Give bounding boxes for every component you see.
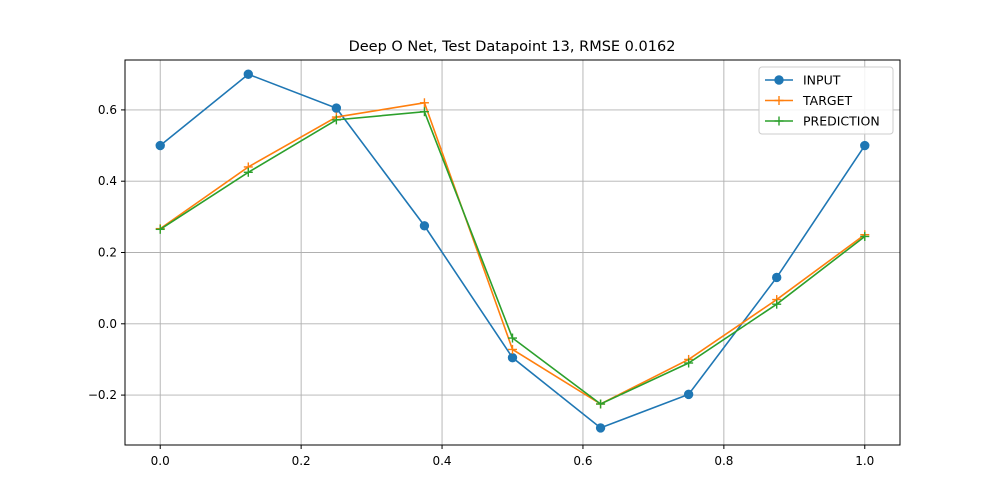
legend-item-input: INPUT	[765, 73, 841, 88]
x-tick-label: 0.4	[432, 454, 451, 468]
data-point-prediction	[419, 107, 429, 117]
data-point-input	[595, 423, 606, 433]
legend-label-prediction: PREDICTION	[803, 114, 880, 129]
data-point-input	[507, 352, 518, 363]
data-point-input	[243, 69, 253, 79]
data-point-prediction	[860, 231, 870, 241]
series-prediction	[155, 107, 870, 409]
y-tick-label: 0.0	[98, 317, 117, 331]
legend-marker-target	[774, 96, 784, 105]
x-tick-label: 0.8	[714, 454, 733, 468]
legend-marker-input	[774, 75, 784, 85]
data-point-target	[508, 344, 517, 354]
data-point-prediction	[772, 299, 782, 309]
legend-marker-prediction	[774, 116, 784, 126]
data-point-input	[683, 389, 694, 400]
y-tick-label: −0.2	[88, 388, 117, 402]
data-point-input	[331, 103, 342, 113]
axes: 0.0 0.2 0.4 0.6 0.8 1.0 −0.2 0.0 0.2 0.4 0.6	[88, 59, 901, 468]
data-point-prediction	[155, 224, 165, 234]
data-point-input	[419, 221, 430, 231]
data-point-target	[419, 98, 429, 108]
series-layer	[155, 69, 870, 433]
data-point-input	[772, 272, 782, 283]
legend-label-target: TARGET	[802, 93, 852, 108]
series-input	[155, 69, 870, 433]
data-point-prediction	[596, 399, 606, 409]
legend: INPUT TARGET PREDICTION	[758, 66, 894, 135]
legend-item-target: TARGET	[765, 93, 852, 108]
plot-frame	[124, 59, 901, 446]
data-point-prediction	[243, 167, 253, 177]
x-tick-label: 0.6	[573, 454, 592, 468]
x-tick-label: 0.2	[292, 454, 311, 468]
y-tick-label: 0.2	[98, 246, 117, 260]
legend-item-prediction: PREDICTION	[765, 114, 880, 129]
y-tick-label: 0.6	[98, 103, 117, 117]
chart-title: Deep O Net, Test Datapoint 13, RMSE 0.01…	[349, 39, 676, 55]
legend-box	[758, 66, 894, 135]
data-point-prediction	[508, 333, 517, 343]
data-point-prediction	[331, 115, 341, 125]
data-point-input	[155, 140, 165, 151]
legend-label-input: INPUT	[803, 73, 841, 88]
x-tick-label: 0.0	[151, 454, 170, 468]
y-tick-label: 0.4	[98, 174, 117, 188]
data-point-input	[860, 140, 870, 151]
x-tick-label: 1.0	[855, 454, 874, 468]
data-point-prediction	[684, 358, 694, 368]
